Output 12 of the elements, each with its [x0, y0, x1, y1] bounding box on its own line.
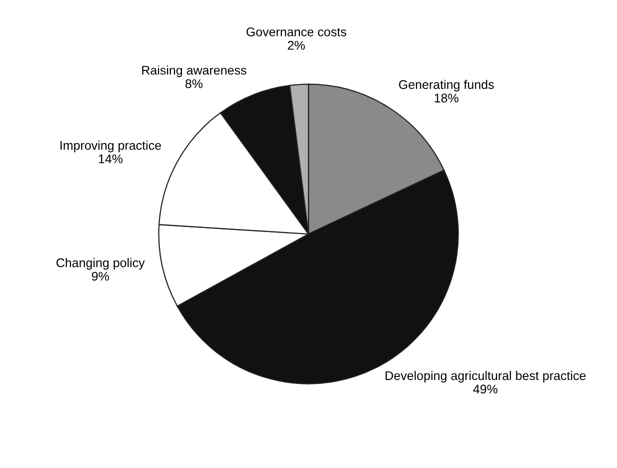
- data-label: 49%: [473, 384, 498, 394]
- data-label: 8%: [185, 79, 203, 88]
- slice-label: Raising awareness: [142, 65, 246, 78]
- data-label: 14%: [98, 154, 123, 164]
- data-label: 9%: [92, 272, 109, 281]
- slice-label: Governance costs: [246, 27, 346, 36]
- data-label: 18%: [434, 94, 458, 102]
- data-label: 2%: [288, 40, 305, 50]
- slice-label: Changing policy: [56, 258, 145, 270]
- slice-label: Improving practice: [60, 140, 161, 152]
- slice-label: Developing agricultural best practice: [386, 370, 586, 383]
- slice-label: Generating funds: [399, 80, 494, 92]
